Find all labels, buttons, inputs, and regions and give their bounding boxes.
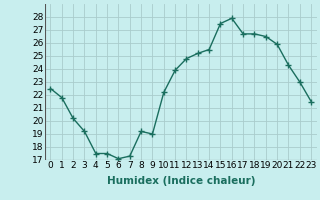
X-axis label: Humidex (Indice chaleur): Humidex (Indice chaleur) [107,176,255,186]
